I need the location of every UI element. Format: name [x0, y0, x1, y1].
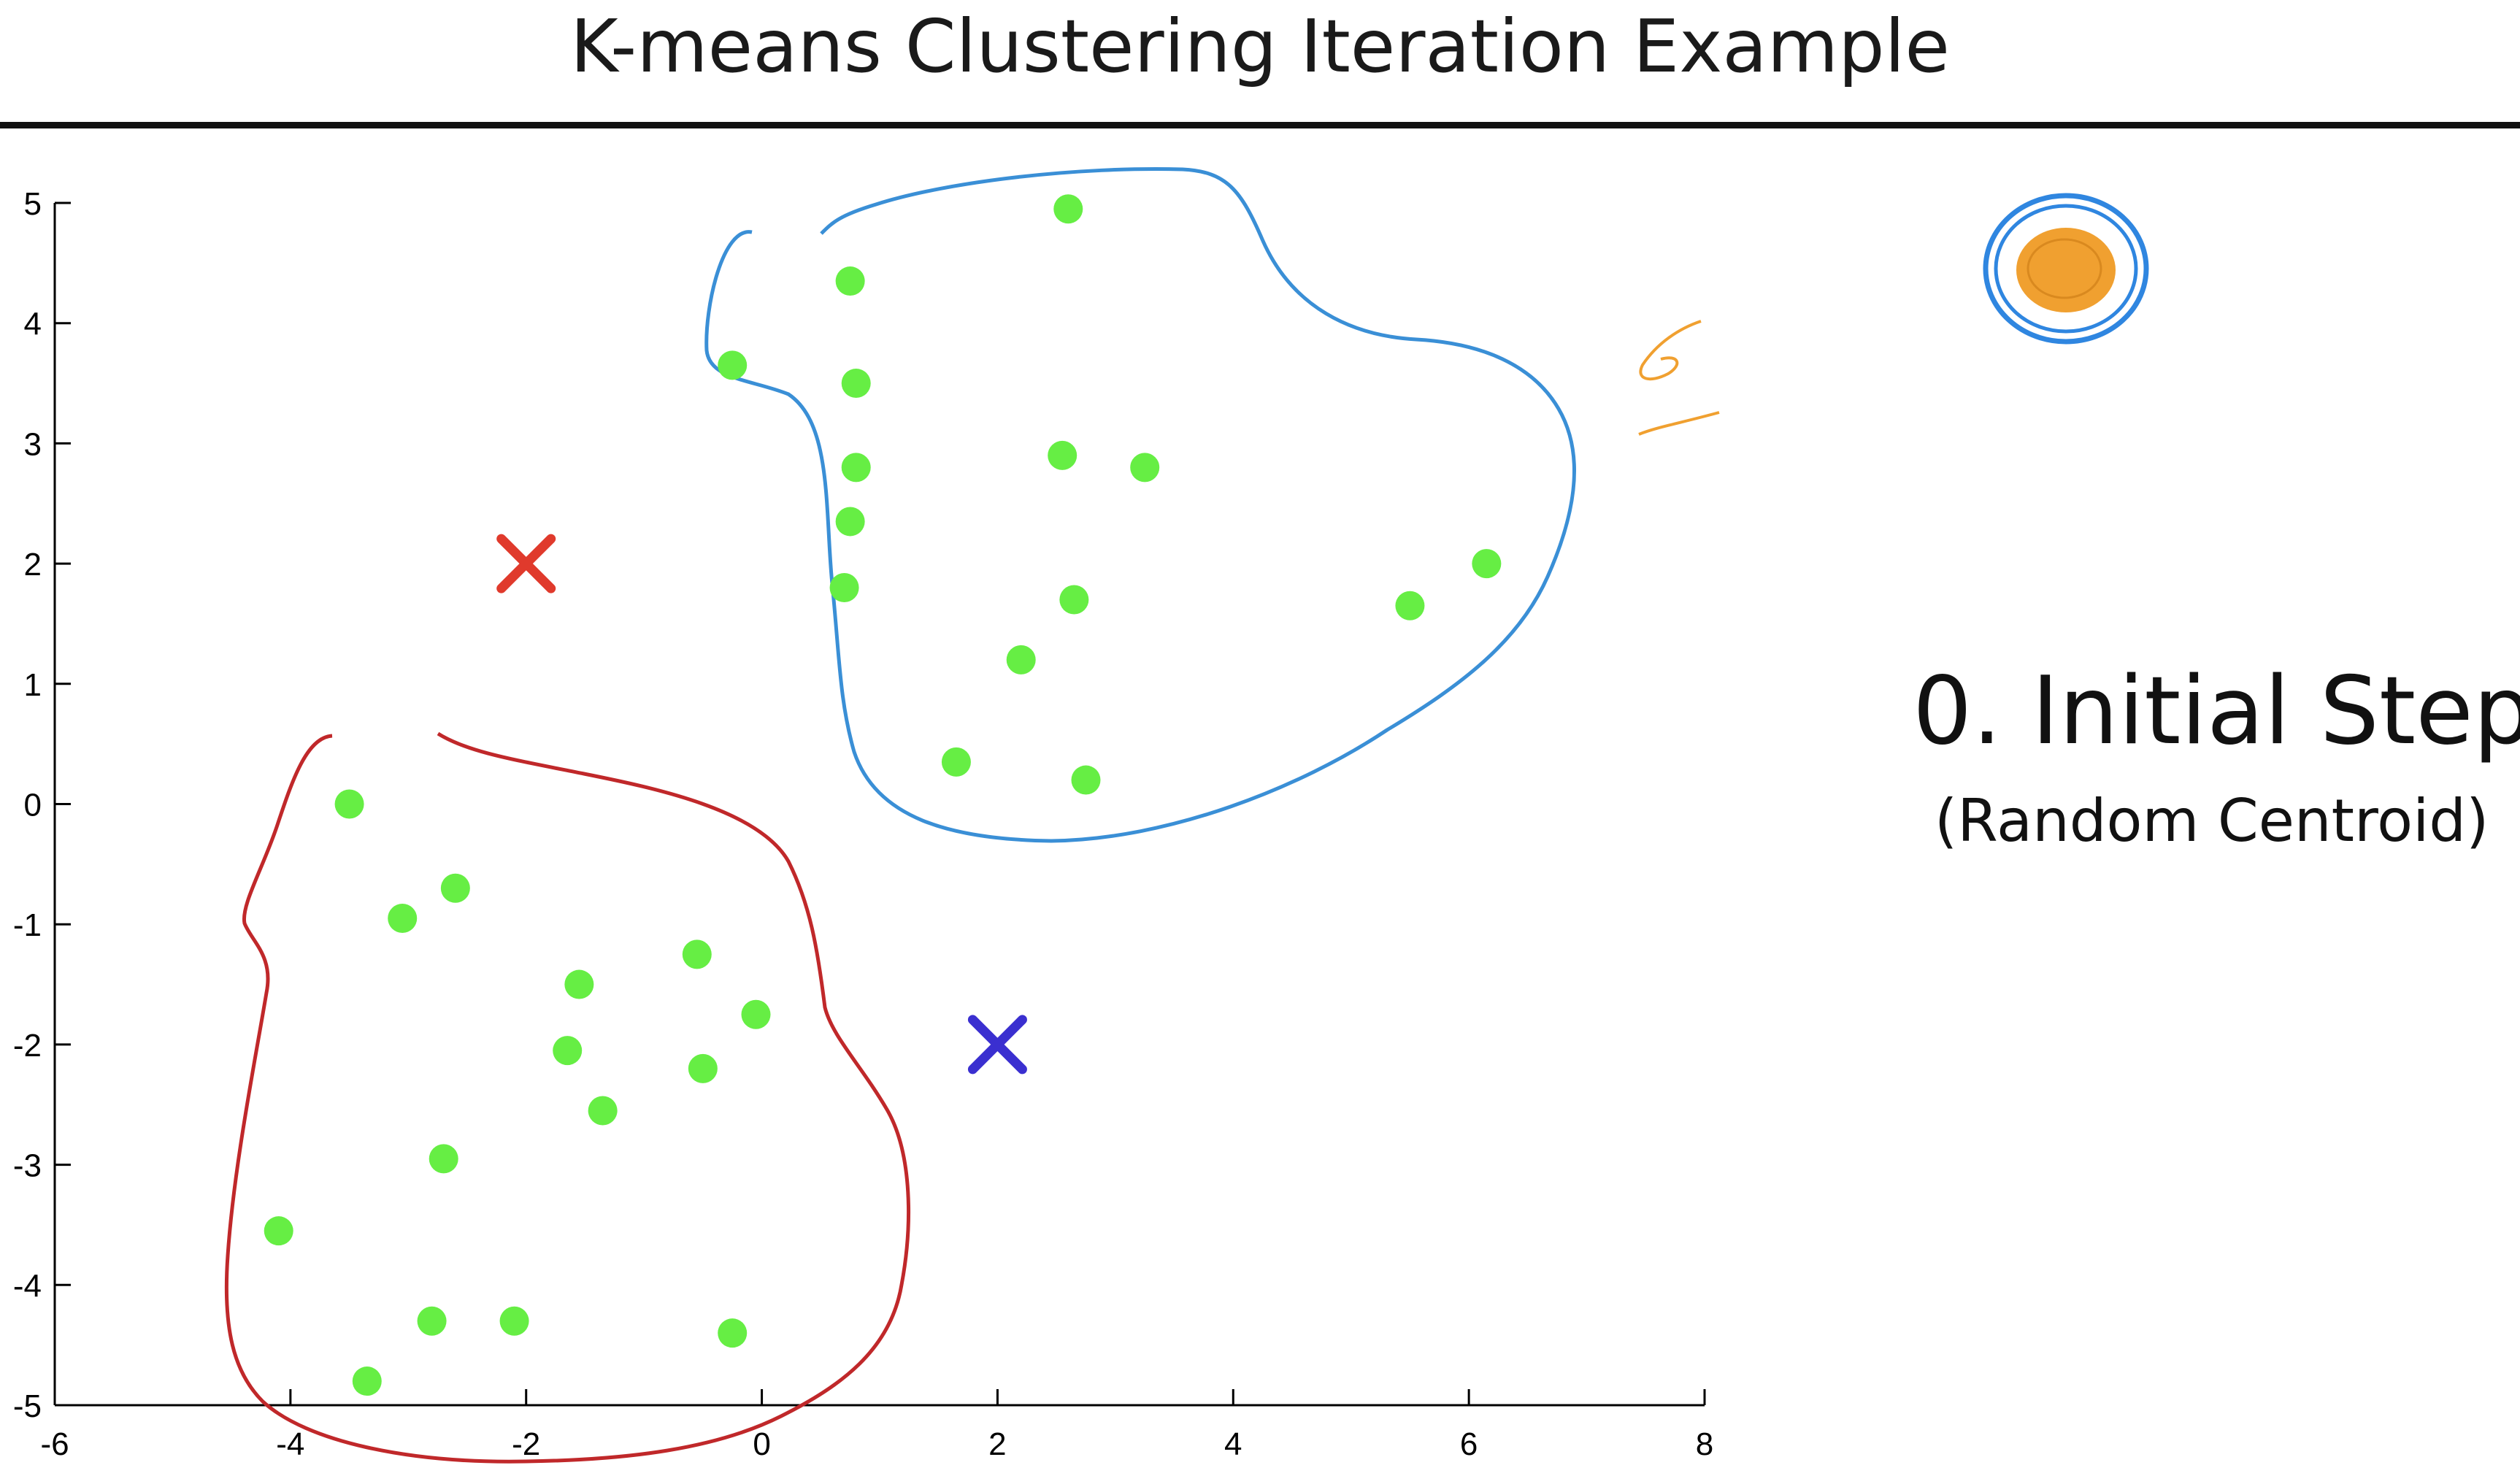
blue-cluster-outline — [704, 166, 1576, 843]
data-point — [1472, 549, 1502, 579]
data-point — [388, 903, 418, 933]
data-point — [741, 999, 771, 1029]
x-tick-label: 0 — [753, 1426, 770, 1462]
data-point — [1130, 453, 1160, 483]
data-point — [1006, 645, 1036, 674]
data-point — [1395, 591, 1425, 620]
y-tick-label: 3 — [24, 426, 42, 462]
data-point — [718, 1318, 748, 1348]
step-subtitle: (Random Centroid) — [1935, 787, 2489, 855]
data-point — [429, 1144, 458, 1174]
x-tick-label: 2 — [988, 1426, 1006, 1462]
data-point — [1071, 765, 1101, 795]
data-point — [841, 453, 871, 483]
x-tick-label: -2 — [512, 1426, 540, 1462]
data-points — [264, 194, 1502, 1396]
red-cluster-outline — [224, 731, 910, 1464]
y-tick-label: 2 — [24, 547, 42, 583]
centroids — [496, 534, 1027, 1075]
data-point — [564, 969, 594, 999]
y-tick-label: -3 — [13, 1148, 42, 1184]
data-point — [841, 369, 871, 399]
x-tick-label: -4 — [276, 1426, 304, 1462]
data-point — [588, 1096, 618, 1126]
y-tick-label: 4 — [24, 307, 42, 342]
y-tick-label: -2 — [13, 1028, 42, 1064]
data-point — [1059, 585, 1089, 615]
axes: -6 -4 -2 0 2 4 6 8 5 4 3 2 1 0 -1 -2 -3 -4 -5 — [13, 186, 1713, 1462]
data-point — [682, 939, 712, 969]
y-tick-label: -1 — [13, 907, 42, 943]
centroid-marker-1 — [496, 534, 556, 593]
data-point — [440, 873, 470, 903]
data-point — [941, 747, 971, 777]
y-tick-label: 5 — [24, 186, 42, 222]
data-point — [1048, 440, 1077, 470]
data-point — [264, 1216, 293, 1246]
data-point — [553, 1036, 583, 1066]
data-point — [417, 1306, 447, 1336]
data-point — [334, 789, 364, 819]
y-tick-label: 1 — [24, 667, 42, 703]
data-point — [718, 350, 748, 380]
data-point — [352, 1367, 382, 1396]
centroid-marker-2 — [967, 1015, 1027, 1075]
y-tick-label: 0 — [24, 788, 42, 823]
data-point — [688, 1053, 718, 1083]
y-tick-label: -4 — [13, 1268, 42, 1304]
data-point — [499, 1306, 529, 1336]
x-tick-label: 4 — [1224, 1426, 1242, 1462]
slide-title: K-means Clustering Iteration Example — [570, 4, 1950, 89]
x-tick-label: -6 — [40, 1426, 69, 1462]
step-title: 0. Initial Step — [1913, 657, 2520, 766]
handwritten-scribble-icon — [1638, 320, 1720, 436]
orange-circle-annotation-icon — [1983, 193, 2149, 345]
data-point — [835, 507, 865, 537]
data-point — [829, 573, 859, 603]
title-divider — [0, 122, 2520, 128]
x-tick-label: 8 — [1696, 1426, 1713, 1462]
data-point — [1053, 194, 1083, 224]
y-tick-label: -5 — [13, 1388, 42, 1424]
cluster-outlines — [224, 166, 1576, 1464]
x-tick-label: 6 — [1460, 1426, 1478, 1462]
data-point — [835, 266, 865, 296]
